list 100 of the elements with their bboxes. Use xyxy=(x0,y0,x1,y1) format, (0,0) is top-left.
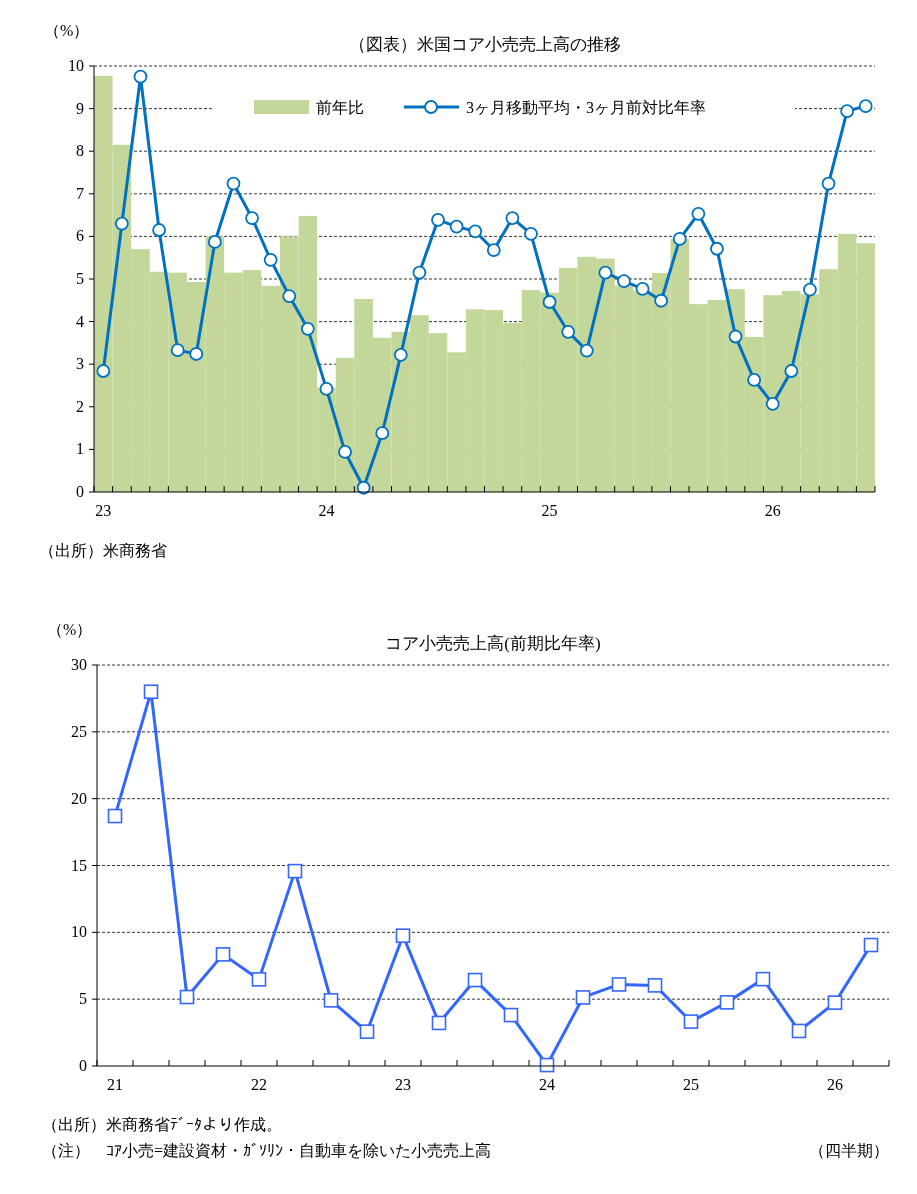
point xyxy=(96,364,111,378)
point xyxy=(598,265,613,280)
point xyxy=(468,224,483,239)
point xyxy=(215,947,231,962)
text: （注） ｺｱ小売=建設資材・ｶﾞｿﾘﾝ・自動車を除いた小売売上高 xyxy=(42,1142,492,1159)
point xyxy=(611,977,627,992)
point xyxy=(505,211,520,225)
point xyxy=(840,104,855,119)
point xyxy=(393,347,408,362)
point xyxy=(282,289,297,303)
point xyxy=(449,219,464,234)
point xyxy=(719,995,735,1010)
y-tick-label: 5 xyxy=(79,990,87,1008)
y-tick-label: 2 xyxy=(76,397,84,415)
x-tick-label: 26 xyxy=(764,502,781,519)
chart-title: （図表）米国コア小売売上高の推移 xyxy=(348,35,621,54)
point xyxy=(107,808,123,824)
point xyxy=(170,343,185,358)
point xyxy=(617,274,631,289)
point xyxy=(152,223,166,237)
point xyxy=(323,993,339,1008)
y-tick-label: 1 xyxy=(76,440,84,458)
point xyxy=(207,235,222,249)
point xyxy=(561,324,576,339)
point xyxy=(179,989,195,1005)
point xyxy=(412,265,427,280)
x-tick-label: 24 xyxy=(539,1076,555,1093)
y-tick-label: 5 xyxy=(76,270,84,287)
y-tick-label: 20 xyxy=(71,789,87,807)
point xyxy=(728,329,743,344)
legend-label: 前年比 xyxy=(316,99,364,116)
point xyxy=(375,426,390,441)
point xyxy=(263,252,278,267)
point xyxy=(189,347,204,361)
y-tick-label: 10 xyxy=(68,57,84,74)
text: （出所）米商務省 xyxy=(39,542,167,559)
point xyxy=(503,1007,519,1023)
text: （四半期） xyxy=(809,1142,889,1159)
y-tick-label: 3 xyxy=(76,355,84,373)
point xyxy=(791,1023,807,1039)
y-tick-label: 0 xyxy=(76,483,84,500)
point xyxy=(654,293,669,308)
point xyxy=(635,281,650,296)
x-tick-label: 23 xyxy=(95,502,112,519)
y-tick-label: 0 xyxy=(79,1057,87,1074)
point xyxy=(542,295,557,309)
point xyxy=(467,972,483,988)
point xyxy=(226,176,241,191)
point xyxy=(647,978,663,993)
point xyxy=(863,937,879,953)
point xyxy=(691,206,706,221)
y-tick-label: 25 xyxy=(71,722,87,740)
point xyxy=(821,176,836,191)
legend-label: 3ヶ月移動平均・3ヶ月前対比年率 xyxy=(466,99,706,116)
point xyxy=(683,1014,699,1029)
point xyxy=(287,863,303,879)
point xyxy=(395,928,411,943)
chart-title: コア小売売上高(前期比年率) xyxy=(385,634,601,653)
point xyxy=(114,216,129,231)
y-tick-label: 10 xyxy=(71,923,87,941)
point xyxy=(858,99,873,113)
x-tick-label: 23 xyxy=(395,1076,411,1093)
y-axis-title: （%） xyxy=(47,621,93,638)
point xyxy=(747,373,762,387)
point xyxy=(319,382,334,396)
point xyxy=(575,990,591,1005)
y-tick-label: 6 xyxy=(76,227,84,245)
point xyxy=(765,396,780,411)
point xyxy=(672,232,687,246)
point xyxy=(755,971,771,987)
y-tick-label: 7 xyxy=(76,184,84,202)
y-tick-label: 9 xyxy=(76,99,84,117)
y-tick-label: 4 xyxy=(76,312,84,330)
point xyxy=(579,343,594,358)
x-tick-label: 26 xyxy=(827,1076,843,1093)
point xyxy=(300,321,315,336)
x-tick-label: 21 xyxy=(107,1076,123,1093)
point xyxy=(251,972,267,987)
x-tick-label: 25 xyxy=(541,502,558,519)
x-tick-label: 24 xyxy=(318,502,335,519)
point xyxy=(524,226,538,241)
point xyxy=(431,212,445,227)
point xyxy=(133,69,148,84)
point xyxy=(431,1015,447,1031)
point xyxy=(827,995,843,1010)
point xyxy=(710,241,724,256)
x-tick-label: 22 xyxy=(251,1076,267,1093)
y-tick-label: 8 xyxy=(76,142,84,160)
text: （出所）米商務省ﾃﾞｰﾀより作成。 xyxy=(42,1116,282,1133)
y-axis-title: （%） xyxy=(44,22,90,39)
point xyxy=(338,445,352,459)
point xyxy=(784,364,799,378)
y-tick-label: 15 xyxy=(71,856,87,874)
x-tick-label: 25 xyxy=(683,1076,699,1093)
point xyxy=(143,684,159,700)
point xyxy=(803,282,817,297)
point xyxy=(245,211,259,225)
y-tick-label: 30 xyxy=(71,656,87,673)
point xyxy=(359,1024,375,1039)
point xyxy=(486,243,501,257)
